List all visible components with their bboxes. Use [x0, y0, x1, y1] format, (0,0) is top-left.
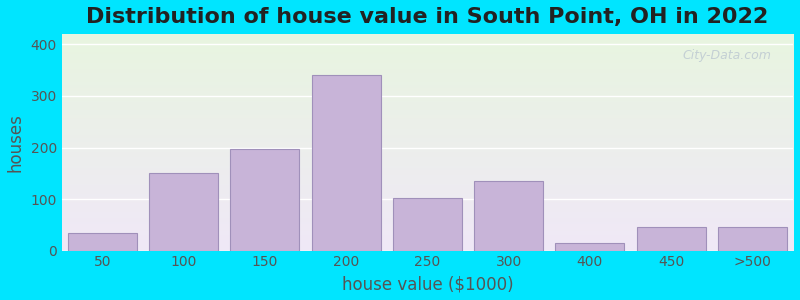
Text: City-Data.com: City-Data.com [682, 49, 771, 62]
Bar [474, 181, 543, 250]
Title: Distribution of house value in South Point, OH in 2022: Distribution of house value in South Poi… [86, 7, 769, 27]
Y-axis label: houses: houses [7, 113, 25, 172]
Bar [393, 198, 462, 250]
Bar [68, 232, 137, 250]
Bar [555, 243, 625, 250]
X-axis label: house value ($1000): house value ($1000) [342, 275, 514, 293]
Bar [230, 149, 299, 250]
Bar [149, 173, 218, 250]
Bar [718, 227, 787, 250]
Bar [637, 227, 706, 250]
Bar [312, 75, 381, 250]
